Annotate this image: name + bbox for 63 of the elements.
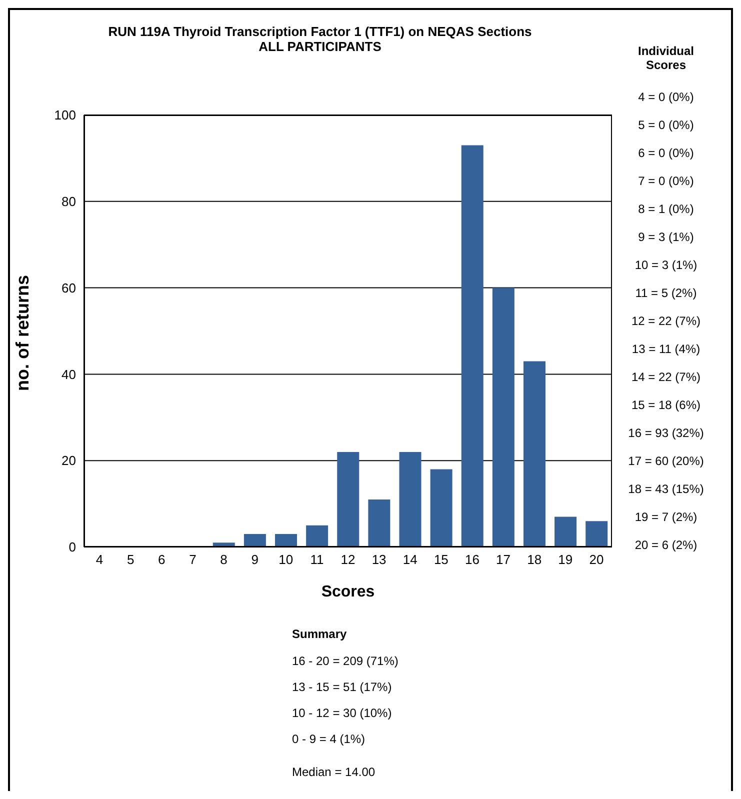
text: 12 = 22 (7%) bbox=[630, 314, 702, 328]
text: 13 - 15 = 51 (17%) bbox=[292, 680, 392, 694]
text: 16 - 20 = 209 (71%) bbox=[292, 654, 398, 668]
chart-subtitle: ALL PARTICIPANTS bbox=[258, 39, 382, 54]
chart-title: RUN 119A Thyroid Transcription Factor 1 (TTF1) on NEQAS Sections bbox=[107, 24, 533, 39]
text: 8 = 1 (0%) bbox=[637, 202, 695, 216]
bar bbox=[492, 288, 514, 547]
text: 19 = 7 (2%) bbox=[634, 510, 698, 524]
text: 5 = 0 (0%) bbox=[637, 118, 695, 132]
x-tick-label: 17 bbox=[496, 552, 511, 568]
x-tick-label: 8 bbox=[220, 552, 228, 568]
bar bbox=[306, 525, 328, 547]
text: 16 = 93 (32%) bbox=[627, 426, 705, 440]
text: 17 = 60 (20%) bbox=[627, 454, 705, 468]
text: 14 = 22 (7%) bbox=[630, 370, 702, 384]
y-tick-label: 40 bbox=[62, 366, 76, 382]
text: 18 = 43 (15%) bbox=[627, 482, 705, 496]
text: 20 = 6 (2%) bbox=[634, 538, 698, 552]
bar bbox=[399, 452, 422, 547]
text: 15 = 18 (6%) bbox=[630, 398, 702, 412]
x-tick-label: 11 bbox=[310, 552, 324, 568]
text: 0 - 9 = 4 (1%) bbox=[292, 732, 366, 746]
x-tick-label: 16 bbox=[465, 552, 480, 568]
x-tick-label: 5 bbox=[126, 552, 134, 568]
x-tick-label: 20 bbox=[589, 552, 604, 568]
bar bbox=[586, 521, 608, 547]
x-tick-label: 14 bbox=[402, 552, 418, 568]
x-tick-label: 12 bbox=[340, 552, 356, 568]
text: 13 = 11 (4%) bbox=[630, 342, 702, 356]
text: 10 = 3 (1%) bbox=[634, 258, 698, 272]
y-tick-label: 60 bbox=[62, 280, 76, 296]
x-tick-label: 13 bbox=[372, 552, 386, 568]
y-axis-title: no. of returns bbox=[12, 275, 32, 391]
text: 4 = 0 (0%) bbox=[637, 90, 695, 104]
text: Median = 14.00 bbox=[292, 765, 376, 779]
bar bbox=[244, 534, 266, 547]
text: 7 = 0 (0%) bbox=[637, 174, 695, 188]
text: 6 = 0 (0%) bbox=[637, 146, 695, 160]
x-tick-label: 7 bbox=[189, 552, 196, 568]
x-axis-title: Scores bbox=[321, 583, 375, 600]
bar bbox=[430, 469, 452, 547]
bar bbox=[368, 499, 390, 547]
x-tick-label: 18 bbox=[527, 552, 542, 568]
bar bbox=[275, 534, 298, 547]
x-tick-label: 10 bbox=[278, 552, 294, 568]
x-tick-label: 15 bbox=[434, 552, 448, 568]
y-tick-label: 100 bbox=[54, 108, 76, 123]
x-tick-label: 4 bbox=[96, 552, 104, 568]
y-tick-label: 0 bbox=[68, 540, 76, 555]
x-tick-label: 9 bbox=[251, 552, 258, 568]
y-tick-label: 20 bbox=[62, 453, 76, 468]
y-tick-label: 80 bbox=[62, 194, 76, 210]
text: 9 = 3 (1%) bbox=[637, 230, 695, 244]
x-tick-label: 19 bbox=[558, 552, 573, 568]
text: Individual Scores bbox=[636, 44, 695, 72]
text: Summary bbox=[292, 627, 347, 641]
text: 10 - 12 = 30 (10%) bbox=[292, 706, 392, 720]
bar bbox=[337, 452, 360, 547]
bar bbox=[554, 516, 577, 547]
x-tick-label: 6 bbox=[158, 552, 166, 568]
text: 11 = 5 (2%) bbox=[634, 286, 698, 300]
bar bbox=[461, 145, 484, 547]
bar bbox=[523, 361, 546, 547]
